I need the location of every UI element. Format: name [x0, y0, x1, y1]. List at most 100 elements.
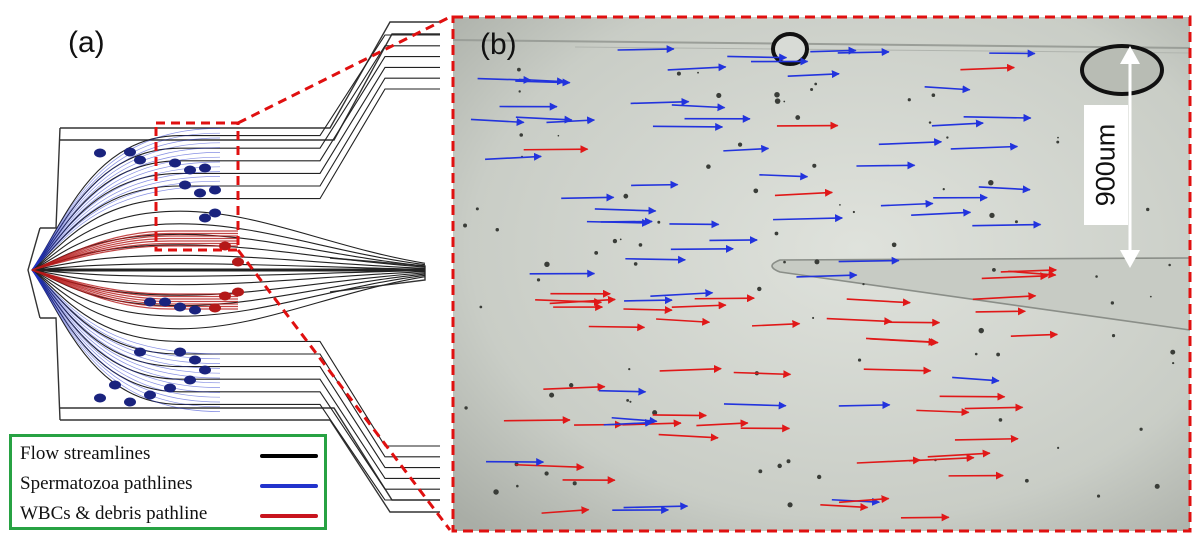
- debris-particle: [573, 481, 577, 485]
- debris-particle: [623, 194, 628, 199]
- sperm-particle: [159, 298, 171, 307]
- debris-particle: [853, 211, 855, 213]
- debris-particle: [988, 180, 993, 185]
- legend-swatch-streamlines: [260, 454, 318, 458]
- debris-particle: [1095, 275, 1098, 278]
- sperm-velocity-arrow: [625, 259, 685, 260]
- legend-swatch-wbc: [260, 514, 318, 518]
- debris-particle: [626, 399, 629, 402]
- sperm-velocity-arrow: [599, 391, 646, 392]
- sperm-particle: [209, 186, 221, 195]
- streamline: [32, 35, 440, 270]
- sperm-particle: [144, 391, 156, 400]
- debris-particle: [476, 207, 479, 210]
- wbc-velocity-arrow: [976, 311, 1026, 312]
- sperm-particle: [94, 394, 106, 403]
- sperm-velocity-arrow: [653, 126, 722, 127]
- debris-particle: [569, 383, 573, 387]
- sperm-particle: [184, 376, 196, 385]
- wbc-velocity-arrow: [524, 149, 588, 150]
- wbc-velocity-arrow: [623, 309, 672, 310]
- debris-particle: [979, 328, 984, 333]
- debris-particle: [858, 358, 861, 361]
- sperm-particle: [124, 398, 136, 407]
- debris-particle: [496, 228, 499, 231]
- sperm-particle: [184, 166, 196, 175]
- scale-label-box: 900um: [1084, 105, 1128, 225]
- scale-label: 900um: [1091, 124, 1122, 207]
- debris-particle: [537, 278, 540, 281]
- debris-particle: [1057, 137, 1059, 139]
- debris-particle: [519, 90, 521, 92]
- streamline: [32, 67, 440, 270]
- debris-particle: [943, 188, 945, 190]
- debris-particle: [787, 502, 792, 507]
- debris-particle: [775, 232, 779, 236]
- wbc-velocity-arrow: [695, 298, 754, 299]
- debris-particle: [1097, 495, 1100, 498]
- debris-particle: [464, 406, 467, 409]
- debris-particle: [544, 471, 548, 475]
- debris-particle: [753, 188, 758, 193]
- debris-particle: [774, 92, 779, 97]
- wbc-velocity-arrow: [504, 420, 570, 421]
- debris-particle: [787, 459, 791, 463]
- debris-particle: [1056, 141, 1059, 144]
- micrograph: [453, 17, 1190, 531]
- sperm-particle: [174, 348, 186, 357]
- sperm-particle: [174, 303, 186, 312]
- debris-particle: [999, 418, 1003, 422]
- debris-particle: [814, 83, 817, 86]
- wbc-velocity-arrow: [940, 396, 1005, 397]
- debris-particle: [613, 239, 617, 243]
- panel-a-label: (a): [68, 26, 105, 60]
- debris-particle: [594, 251, 598, 255]
- debris-particle: [929, 121, 931, 123]
- wbc-particle: [209, 304, 221, 313]
- debris-particle: [738, 142, 742, 146]
- debris-particle: [1025, 479, 1029, 483]
- debris-particle: [783, 261, 786, 264]
- sperm-particle: [189, 306, 201, 315]
- sperm-velocity-arrow: [624, 300, 672, 301]
- sperm-particle: [164, 384, 176, 393]
- debris-particle: [479, 306, 482, 309]
- wbc-particle: [232, 258, 244, 267]
- sperm-velocity-arrow: [839, 261, 899, 262]
- sperm-particle: [144, 298, 156, 307]
- debris-particle: [1172, 362, 1174, 364]
- debris-particle: [862, 283, 864, 285]
- wbc-velocity-arrow: [589, 327, 645, 328]
- debris-particle: [1057, 447, 1059, 449]
- debris-particle: [1112, 334, 1115, 337]
- sperm-particle: [189, 356, 201, 365]
- debris-particle: [558, 135, 560, 137]
- sperm-particle: [124, 148, 136, 157]
- debris-particle: [758, 469, 762, 473]
- debris-particle: [629, 401, 631, 403]
- debris-particle: [1170, 350, 1175, 355]
- debris-particle: [620, 239, 622, 241]
- debris-particle: [810, 88, 813, 91]
- debris-particle: [677, 72, 681, 76]
- debris-particle: [908, 98, 911, 101]
- sperm-particle: [199, 214, 211, 223]
- sperm-velocity-arrow: [671, 249, 733, 250]
- sperm-pathline: [32, 270, 220, 392]
- debris-particle: [892, 242, 897, 247]
- sperm-particle: [199, 164, 211, 173]
- debris-particle: [697, 72, 699, 74]
- sperm-particle: [169, 159, 181, 168]
- legend-item-wbc: WBCs & debris pathline: [20, 503, 207, 525]
- sperm-particle: [134, 348, 146, 357]
- sperm-velocity-arrow: [618, 49, 674, 50]
- debris-particle: [992, 268, 996, 272]
- sperm-particle: [109, 381, 121, 390]
- debris-particle: [706, 164, 711, 169]
- debris-particle: [516, 485, 519, 488]
- sperm-velocity-arrow: [839, 405, 890, 406]
- debris-particle: [628, 368, 630, 370]
- debris-particle: [1146, 208, 1149, 211]
- debris-particle: [839, 204, 841, 206]
